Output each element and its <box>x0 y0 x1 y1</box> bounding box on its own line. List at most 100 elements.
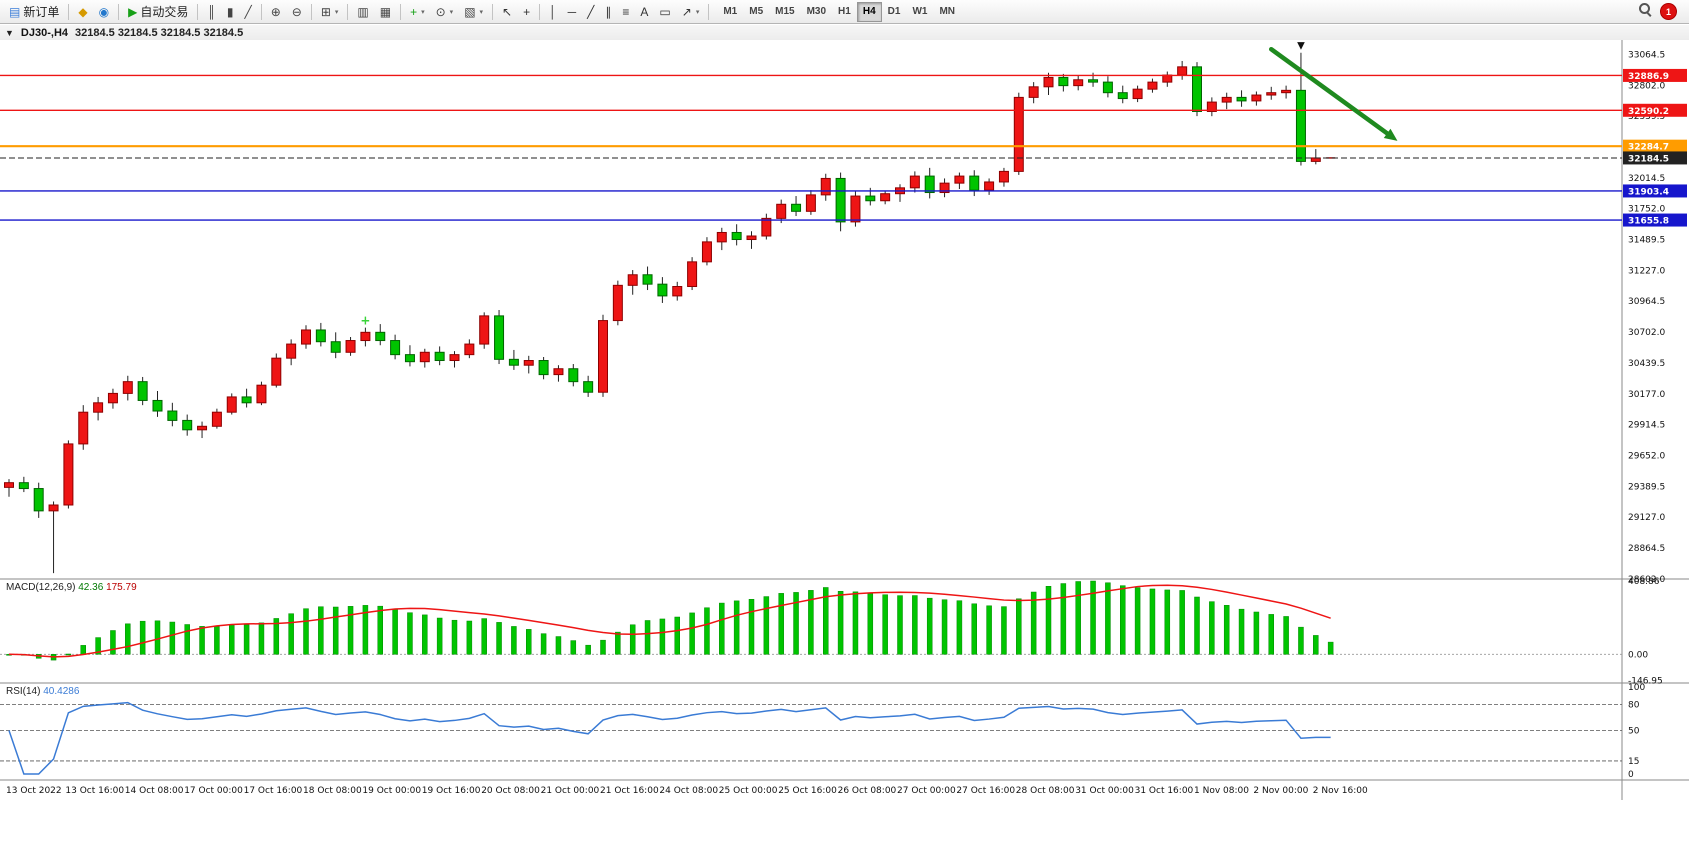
chevron-down-icon: ▾ <box>421 8 425 16</box>
zoom-in-button[interactable]: ⊕ <box>266 1 286 23</box>
tile-windows-button[interactable]: ⊞ ▾ <box>316 1 344 23</box>
fibonacci-button[interactable]: ≡ <box>617 1 634 23</box>
price-axis-label: 28602.0 <box>1628 575 1665 585</box>
macd-histogram-bar <box>110 630 116 655</box>
macd-histogram-bar <box>422 614 428 655</box>
clock-icon: ⊙ <box>435 4 446 19</box>
macd-histogram-bar <box>184 624 190 655</box>
candle-body <box>375 331 386 342</box>
arrow-objects-icon: ↗ <box>681 4 692 19</box>
candle-body <box>508 358 519 366</box>
macd-histogram-bar <box>555 636 562 655</box>
price-axis-label: 30439.5 <box>1628 359 1665 369</box>
channel-button[interactable]: ∥ <box>600 1 616 23</box>
macd-histogram-bar <box>377 605 383 655</box>
candle-body <box>1088 79 1099 83</box>
cascade-charts-button[interactable]: ▦ <box>375 1 396 23</box>
crosshair-button[interactable]: + <box>518 1 535 23</box>
candle-body <box>1177 66 1188 76</box>
macd-params: MACD(12,26,9) <box>6 582 76 593</box>
rsi-axis-label: 80 <box>1628 700 1640 710</box>
macd-histogram-bar <box>199 626 205 655</box>
trendline-button[interactable]: ╱ <box>582 1 599 23</box>
candle-body <box>271 357 282 386</box>
timeframe-button-M5[interactable]: M5 <box>749 6 764 17</box>
macd-signal-line <box>8 584 1331 658</box>
candle-body <box>1028 86 1039 98</box>
candle-body <box>449 354 460 362</box>
hline-icon: ─ <box>567 4 577 19</box>
timeframe-button-M1[interactable]: M1 <box>723 6 738 17</box>
rsi-axis-label: 0 <box>1628 770 1634 780</box>
vline-icon: │ <box>549 4 557 19</box>
notification-badge[interactable]: 1 <box>1660 3 1677 20</box>
alerts-button[interactable]: ◆ <box>73 1 92 23</box>
macd-histogram-bar <box>540 633 547 655</box>
candle-body <box>687 261 698 288</box>
time-axis-label: 18 Oct 08:00 <box>303 786 362 796</box>
macd-histogram-bar <box>229 624 235 655</box>
macd-histogram-bar <box>466 620 473 655</box>
candle-body <box>776 203 787 219</box>
vertical-line-button[interactable]: │ <box>544 1 562 23</box>
chart-title-bar: ▼ DJ30-,H4 32184.5 32184.5 32184.5 32184… <box>0 25 1689 40</box>
candle-body <box>523 360 534 366</box>
macd-histogram-bar <box>719 602 725 655</box>
timeframe-button-M15[interactable]: M15 <box>775 6 795 17</box>
candle-body <box>1206 101 1217 112</box>
text-button[interactable]: A <box>635 1 653 23</box>
chart-canvas[interactable]: 33064.532802.032539.532277.032014.531752… <box>0 25 1689 860</box>
templates-button[interactable]: ▧ ▾ <box>459 1 488 23</box>
macd-histogram-bar <box>867 593 874 655</box>
one-click-trading-caret[interactable]: ▼ <box>5 27 14 38</box>
timeframe-button-W1[interactable]: W1 <box>912 6 928 17</box>
ohlc-values: 32184.5 32184.5 32184.5 32184.5 <box>75 26 244 39</box>
timeframe-button-H1[interactable]: H1 <box>838 6 851 17</box>
text-label-button[interactable]: ▭ <box>654 1 675 23</box>
candle-body <box>924 175 935 194</box>
time-axis-label: 13 Oct 2022 <box>6 786 62 796</box>
zoom-in-icon: ⊕ <box>270 4 281 19</box>
horizontal-line-button[interactable]: ─ <box>563 1 582 23</box>
candle-body <box>805 194 816 212</box>
timeframe-button-MN[interactable]: MN <box>939 6 955 17</box>
macd-histogram-bar <box>407 612 413 655</box>
periods-button[interactable]: ⊙ ▾ <box>431 1 459 23</box>
macd-histogram-bar <box>496 622 502 655</box>
chevron-down-icon: ▾ <box>334 8 339 16</box>
timeframe-button-D1[interactable]: D1 <box>887 6 901 17</box>
macd-histogram-bar <box>347 606 354 655</box>
arrange-charts-button[interactable]: ▥ <box>352 1 373 23</box>
candle-body <box>256 384 267 404</box>
price-level-badge <box>1623 139 1687 153</box>
autotrading-button[interactable]: ▶ 自动交易 <box>123 1 193 23</box>
candle-body <box>404 354 415 363</box>
time-axis-label: 21 Oct 16:00 <box>600 786 659 796</box>
timeframe-button-H4[interactable]: H4 <box>856 1 882 22</box>
rsi-axis-label: 15 <box>1628 757 1639 767</box>
time-axis-label: 26 Oct 08:00 <box>838 786 897 796</box>
candle-body <box>538 360 549 376</box>
time-axis-label: 13 Oct 16:00 <box>65 786 124 796</box>
timeframe-button-M30[interactable]: M30 <box>806 6 827 17</box>
macd-histogram-bar <box>392 608 398 655</box>
symbol-period-label: DJ30-,H4 <box>20 26 68 39</box>
candle-body <box>1192 66 1202 112</box>
candle-body <box>479 315 490 345</box>
toolbar: ▤ 新订单 ◆ ◉ ▶ 自动交易 ║ ▮ ╱ ⊕ ⊖ ⊞ ▾ ▥ ▦ + ▾ ⊙ ▾ ▧ ▾ ↖ + │ ─ ╱ ∥ ≡ A ▭ ↗ ▾ M1 M… <box>0 0 1689 24</box>
cursor-button[interactable]: ↖ <box>497 1 517 23</box>
new-order-button[interactable]: ▤ 新订单 <box>4 1 64 23</box>
sell-marker-triangle-icon: ▼ <box>1297 41 1305 52</box>
bar-chart-button[interactable]: ║ <box>202 1 221 23</box>
candle-body <box>1013 96 1024 172</box>
price-level-badge-value: 31903.4 <box>1628 187 1669 197</box>
search-button[interactable] <box>1639 2 1652 21</box>
community-button[interactable]: ◉ <box>94 1 114 23</box>
rsi-params: RSI(14) <box>6 686 41 697</box>
candlestick-chart-button[interactable]: ▮ <box>222 1 239 23</box>
arrows-button[interactable]: ↗ ▾ <box>677 1 705 23</box>
candle-body <box>1147 81 1158 90</box>
indicators-button[interactable]: + ▾ <box>405 1 430 23</box>
zoom-out-button[interactable]: ⊖ <box>287 1 307 23</box>
line-chart-button[interactable]: ╱ <box>239 1 256 23</box>
